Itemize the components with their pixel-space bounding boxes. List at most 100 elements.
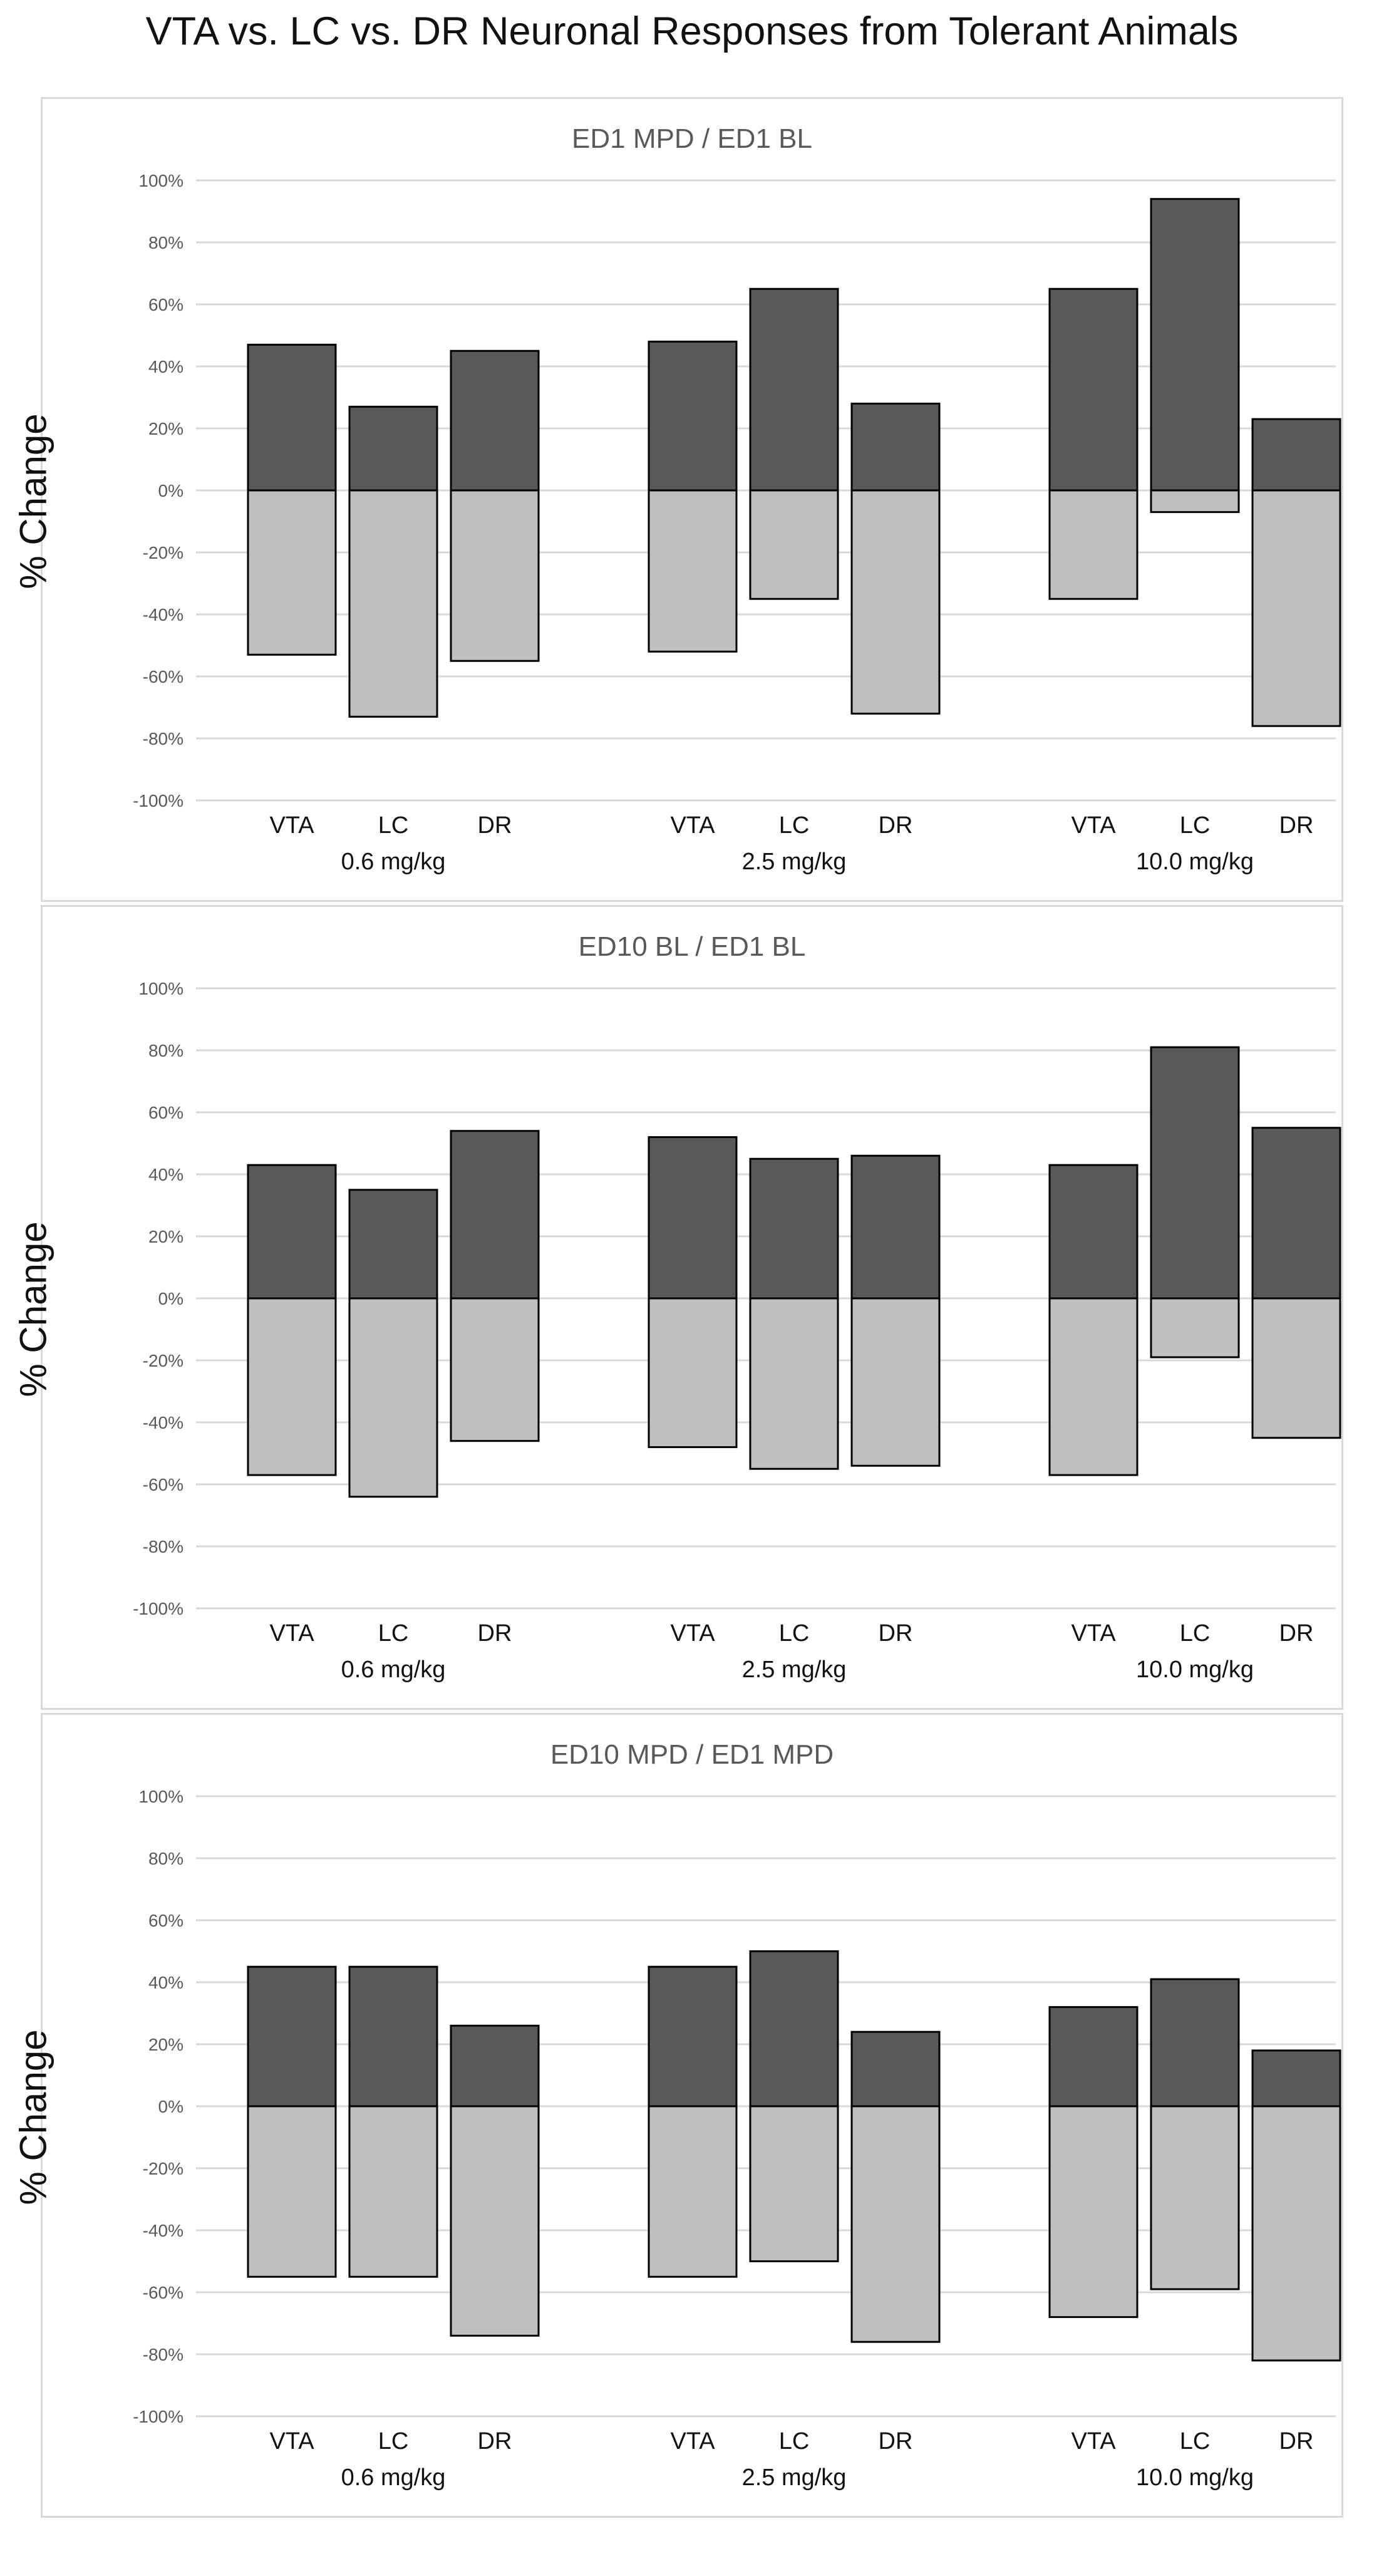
x-group-label: 0.6 mg/kg (341, 2465, 446, 2491)
bar-increase (348, 405, 438, 492)
y-tick-label: 100% (138, 171, 183, 190)
chart-panel-3: % Change ED10 MPD / ED1 MPD 100% 80% 60% 40% 2… (13, 1713, 1343, 2518)
y-tick-label: 60% (148, 1911, 183, 1930)
y-tick-label: -40% (143, 2221, 183, 2240)
y-tick-label: -80% (143, 2345, 183, 2364)
bar-increase (850, 1154, 941, 1300)
x-category-label: LC (378, 2428, 409, 2454)
bar-decrease (1048, 2105, 1139, 2319)
x-category-label: LC (779, 812, 810, 839)
bar-increase (850, 402, 941, 492)
bar-increase (749, 1157, 839, 1300)
chart-title: ED1 MPD / ED1 BL (572, 123, 812, 154)
y-tick-label: -100% (133, 1599, 183, 1618)
y-tick-label: 60% (148, 295, 183, 314)
y-tick-label: 80% (148, 1849, 183, 1868)
bar-decrease (348, 2105, 438, 2278)
x-category-label: VTA (269, 2428, 314, 2454)
chart-svg: ED10 MPD / ED1 MPD 100% 80% 60% 40% 20% 0% -20%… (133, 1739, 1341, 2491)
x-group-label: 0.6 mg/kg (341, 849, 446, 875)
bar-decrease (1150, 2105, 1240, 2290)
y-tick-label: 20% (148, 1227, 183, 1246)
bar-increase (247, 343, 337, 492)
chart-svg: ED10 BL / ED1 BL 100% 80% 60% 40% 20% 0% -20% -4… (133, 931, 1341, 1683)
bar-decrease (1251, 2105, 1341, 2362)
x-group-label: 10.0 mg/kg (1136, 2465, 1254, 2491)
y-tick-label: 80% (148, 1041, 183, 1060)
y-tick-label: 40% (148, 357, 183, 376)
bar-increase (450, 1130, 540, 1300)
x-group-label: 2.5 mg/kg (742, 2465, 847, 2491)
x-category-label: DR (478, 812, 512, 839)
x-group-label: 10.0 mg/kg (1136, 849, 1254, 875)
bar-increase (648, 340, 738, 492)
chart-title: ED10 BL / ED1 BL (579, 931, 806, 962)
bar-decrease (1251, 1297, 1341, 1439)
x-category-label: DR (1279, 812, 1314, 839)
y-tick-label: 80% (148, 233, 183, 252)
x-category-label: VTA (269, 812, 314, 839)
x-category-label: DR (478, 1620, 512, 1647)
x-group-label: 2.5 mg/kg (742, 849, 847, 875)
bar-decrease (850, 2105, 941, 2343)
y-tick-label: -60% (143, 2283, 183, 2302)
bar-decrease (648, 489, 738, 653)
bar-increase (1048, 287, 1139, 492)
bar-increase (749, 287, 839, 492)
x-category-label: DR (478, 2428, 512, 2454)
bar-decrease (348, 489, 438, 718)
bar-decrease (648, 1297, 738, 1449)
bar-increase (749, 1950, 839, 2108)
x-category-label: LC (378, 1620, 409, 1647)
y-tick-label: -20% (143, 1351, 183, 1370)
x-group-label: 2.5 mg/kg (742, 1657, 847, 1683)
x-category-label: DR (879, 2428, 913, 2454)
bar-increase (247, 1965, 337, 2108)
x-category-label: DR (1279, 2428, 1314, 2454)
y-tick-label: 0% (158, 2097, 183, 2116)
bar-increase (1150, 1046, 1240, 1300)
y-tick-label: 40% (148, 1973, 183, 1992)
bar-increase (247, 1164, 337, 1300)
bar-increase (1048, 2006, 1139, 2108)
bar-decrease (1150, 489, 1240, 514)
bar-decrease (450, 2105, 540, 2337)
bar-increase (450, 349, 540, 492)
y-tick-label: 0% (158, 481, 183, 500)
bar-decrease (247, 1297, 337, 1476)
y-tick-label: 20% (148, 2035, 183, 2054)
chart-panel-1: % Change ED1 MPD / ED1 BL 100% 80% 60% 40% 20%… (13, 97, 1343, 902)
x-category-label: DR (879, 812, 913, 839)
chart-svg: ED1 MPD / ED1 BL 100% 80% 60% 40% 20% 0% -20% -4… (133, 123, 1341, 875)
bar-increase (1251, 418, 1341, 492)
chart-title: ED10 MPD / ED1 MPD (550, 1739, 834, 1770)
x-category-label: LC (378, 812, 409, 839)
bar-decrease (1048, 1297, 1139, 1476)
y-tick-label: -80% (143, 729, 183, 748)
y-tick-label: 40% (148, 1165, 183, 1184)
x-category-label: VTA (670, 1620, 715, 1647)
x-group-label: 0.6 mg/kg (341, 1657, 446, 1683)
bar-decrease (749, 489, 839, 600)
bar-increase (348, 1189, 438, 1300)
bar-increase (1150, 1978, 1240, 2108)
y-tick-label: -60% (143, 1475, 183, 1494)
bar-decrease (450, 489, 540, 662)
y-tick-label: -20% (143, 2159, 183, 2178)
bar-decrease (1150, 1297, 1240, 1358)
bar-increase (348, 1965, 438, 2108)
bar-increase (850, 2030, 941, 2108)
bar-decrease (850, 489, 941, 715)
y-tick-label: -100% (133, 791, 183, 810)
y-tick-label: 20% (148, 419, 183, 438)
x-category-label: LC (1180, 2428, 1211, 2454)
y-tick-label: 0% (158, 1289, 183, 1308)
x-category-label: LC (1180, 1620, 1211, 1647)
bar-increase (1251, 1127, 1341, 1300)
bar-increase (648, 1965, 738, 2108)
x-category-label: LC (779, 2428, 810, 2454)
y-tick-label: -80% (143, 1537, 183, 1556)
x-category-label: LC (1180, 812, 1211, 839)
bar-increase (648, 1136, 738, 1300)
x-category-label: VTA (670, 2428, 715, 2454)
